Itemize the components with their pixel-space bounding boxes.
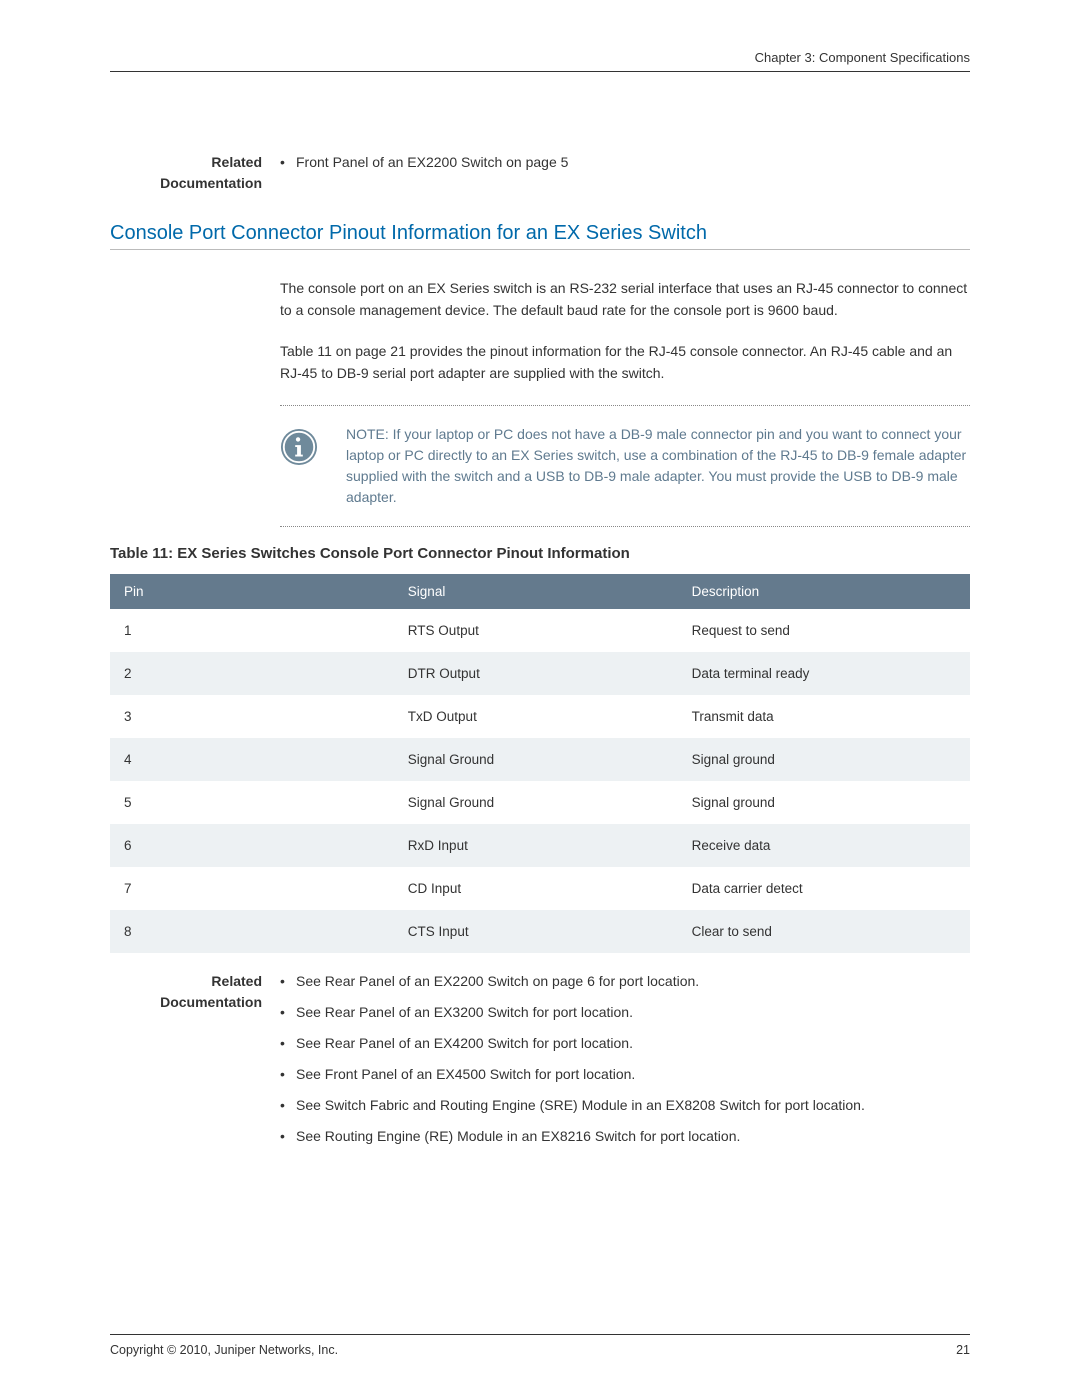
table-cell: 7 — [110, 867, 394, 910]
table-row: 1 RTS Output Request to send — [110, 609, 970, 652]
related-label-line2: Documentation — [160, 994, 262, 1010]
related-label: Related Documentation — [110, 971, 280, 1157]
table-cell: 1 — [110, 609, 394, 652]
related-label-line2: Documentation — [160, 175, 262, 191]
related-documentation-bottom: Related Documentation See Rear Panel of … — [110, 971, 970, 1157]
note-body: If your laptop or PC does not have a DB-… — [346, 426, 966, 505]
related-list-bottom: See Rear Panel of an EX2200 Switch on pa… — [280, 971, 970, 1157]
related-list-top: Front Panel of an EX2200 Switch on page … — [280, 152, 970, 194]
note-text: NOTE: If your laptop or PC does not have… — [346, 424, 970, 508]
related-documentation-top: Related Documentation Front Panel of an … — [110, 152, 970, 194]
table-cell: Data terminal ready — [678, 652, 970, 695]
note-separator — [280, 405, 970, 406]
body-content: The console port on an EX Series switch … — [280, 278, 970, 527]
table-row: 8 CTS Input Clear to send — [110, 910, 970, 953]
table-header-cell: Signal — [394, 574, 678, 609]
table-row: 5 Signal Ground Signal ground — [110, 781, 970, 824]
copyright-text: Copyright © 2010, Juniper Networks, Inc. — [110, 1343, 338, 1357]
table-cell: 4 — [110, 738, 394, 781]
note-separator — [280, 526, 970, 527]
table-header-cell: Description — [678, 574, 970, 609]
table-cell: Signal Ground — [394, 738, 678, 781]
list-item: See Rear Panel of an EX2200 Switch on pa… — [280, 971, 970, 992]
list-item: Front Panel of an EX2200 Switch on page … — [280, 152, 970, 173]
page-footer: Copyright © 2010, Juniper Networks, Inc.… — [110, 1334, 970, 1357]
table-header-cell: Pin — [110, 574, 394, 609]
related-label-line1: Related — [211, 973, 262, 989]
table-cell: 5 — [110, 781, 394, 824]
table-cell: RxD Input — [394, 824, 678, 867]
list-item: See Rear Panel of an EX3200 Switch for p… — [280, 1002, 970, 1023]
note-block: NOTE: If your laptop or PC does not have… — [280, 424, 970, 508]
table-cell: TxD Output — [394, 695, 678, 738]
table-row: 4 Signal Ground Signal ground — [110, 738, 970, 781]
table-cell: Signal ground — [678, 738, 970, 781]
table-cell: Clear to send — [678, 910, 970, 953]
table-cell: DTR Output — [394, 652, 678, 695]
related-label-line1: Related — [211, 154, 262, 170]
list-item: See Routing Engine (RE) Module in an EX8… — [280, 1126, 970, 1147]
note-label: NOTE: — [346, 426, 393, 442]
table-cell: Signal ground — [678, 781, 970, 824]
page-header: Chapter 3: Component Specifications — [110, 50, 970, 72]
related-label: Related Documentation — [110, 152, 280, 194]
table-caption: Table 11: EX Series Switches Console Por… — [110, 545, 970, 562]
paragraph: Table 11 on page 21 provides the pinout … — [280, 341, 970, 384]
list-item: See Switch Fabric and Routing Engine (SR… — [280, 1095, 970, 1116]
table-row: 2 DTR Output Data terminal ready — [110, 652, 970, 695]
table-cell: Request to send — [678, 609, 970, 652]
table-row: 6 RxD Input Receive data — [110, 824, 970, 867]
table-cell: CD Input — [394, 867, 678, 910]
table-row: 3 TxD Output Transmit data — [110, 695, 970, 738]
page-number: 21 — [956, 1343, 970, 1357]
list-item: See Front Panel of an EX4500 Switch for … — [280, 1064, 970, 1085]
info-icon — [280, 428, 318, 466]
chapter-title: Chapter 3: Component Specifications — [755, 50, 970, 65]
table-cell: Receive data — [678, 824, 970, 867]
paragraph: The console port on an EX Series switch … — [280, 278, 970, 321]
list-item: See Rear Panel of an EX4200 Switch for p… — [280, 1033, 970, 1054]
table-cell: Transmit data — [678, 695, 970, 738]
table-cell: Data carrier detect — [678, 867, 970, 910]
table-cell: 6 — [110, 824, 394, 867]
table-cell: CTS Input — [394, 910, 678, 953]
table-cell: 3 — [110, 695, 394, 738]
table-cell: 2 — [110, 652, 394, 695]
table-cell: RTS Output — [394, 609, 678, 652]
section-heading: Console Port Connector Pinout Informatio… — [110, 222, 970, 250]
table-cell: 8 — [110, 910, 394, 953]
table-cell: Signal Ground — [394, 781, 678, 824]
table-header-row: Pin Signal Description — [110, 574, 970, 609]
table-row: 7 CD Input Data carrier detect — [110, 867, 970, 910]
pinout-table: Pin Signal Description 1 RTS Output Requ… — [110, 574, 970, 953]
